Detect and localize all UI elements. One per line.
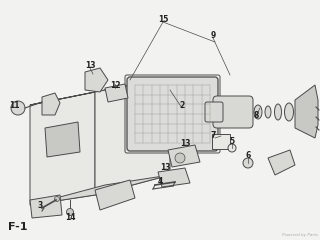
- Text: 15: 15: [158, 14, 168, 24]
- Text: 3: 3: [37, 200, 43, 210]
- Ellipse shape: [284, 103, 293, 121]
- Circle shape: [67, 209, 74, 216]
- Polygon shape: [30, 175, 170, 205]
- Polygon shape: [30, 78, 170, 105]
- Polygon shape: [105, 84, 128, 102]
- Ellipse shape: [275, 104, 282, 120]
- Polygon shape: [95, 78, 170, 195]
- Polygon shape: [45, 122, 80, 157]
- Polygon shape: [268, 150, 295, 175]
- Text: 6: 6: [245, 150, 251, 160]
- Polygon shape: [30, 92, 95, 205]
- Text: 4: 4: [157, 178, 163, 186]
- Text: 11: 11: [9, 101, 19, 109]
- Polygon shape: [168, 145, 200, 167]
- Text: 13: 13: [180, 138, 190, 148]
- Ellipse shape: [254, 105, 262, 119]
- Text: F-1: F-1: [8, 222, 28, 232]
- Text: 13: 13: [160, 163, 170, 173]
- Polygon shape: [42, 93, 60, 115]
- Ellipse shape: [265, 106, 271, 118]
- FancyBboxPatch shape: [205, 102, 223, 122]
- FancyBboxPatch shape: [127, 77, 218, 151]
- Text: 2: 2: [180, 101, 185, 109]
- Circle shape: [243, 158, 253, 168]
- Text: 5: 5: [229, 138, 235, 146]
- Circle shape: [175, 153, 185, 163]
- Text: 8: 8: [253, 110, 259, 120]
- Text: 9: 9: [210, 30, 216, 40]
- Polygon shape: [95, 180, 135, 210]
- Circle shape: [11, 101, 25, 115]
- Text: 12: 12: [110, 80, 120, 90]
- Polygon shape: [30, 195, 62, 218]
- Text: 7: 7: [210, 131, 216, 139]
- Polygon shape: [158, 168, 190, 187]
- Text: 13: 13: [85, 60, 95, 70]
- Polygon shape: [295, 85, 318, 138]
- Polygon shape: [85, 68, 108, 92]
- FancyBboxPatch shape: [212, 134, 230, 149]
- Text: Powered by Parts: Powered by Parts: [282, 233, 318, 237]
- Circle shape: [228, 144, 236, 152]
- Text: 14: 14: [65, 214, 75, 222]
- Circle shape: [54, 197, 60, 202]
- FancyBboxPatch shape: [213, 96, 253, 128]
